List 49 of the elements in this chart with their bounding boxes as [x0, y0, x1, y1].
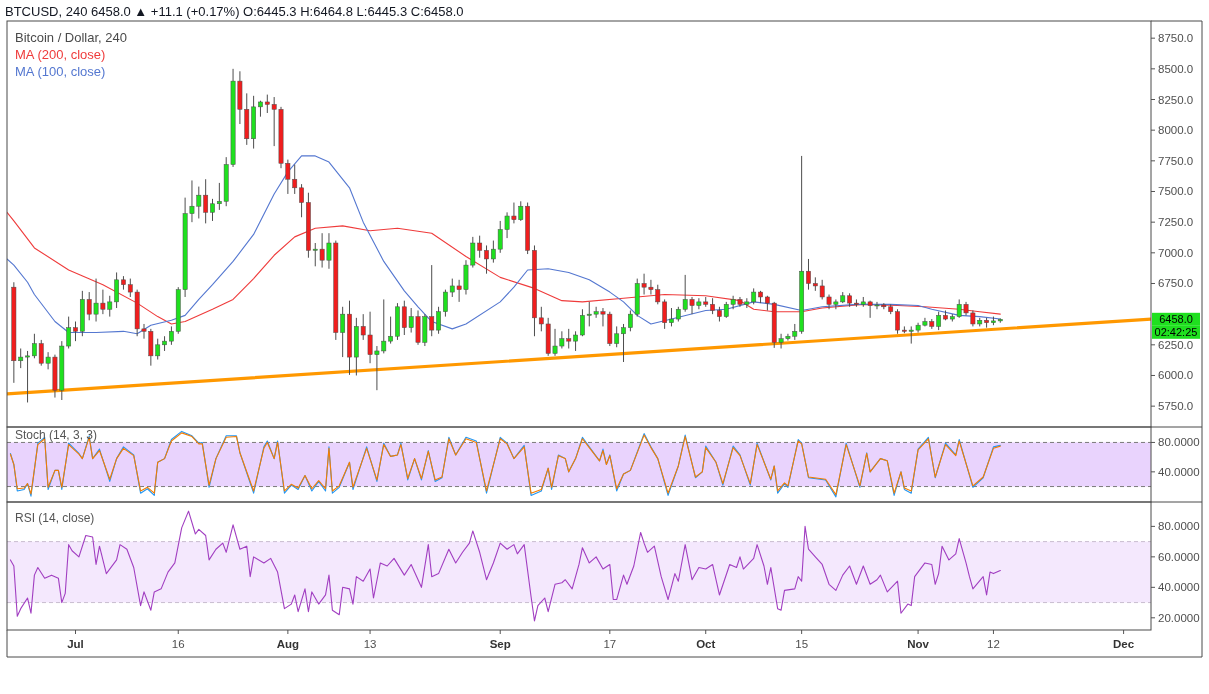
- candlestick: [669, 307, 674, 327]
- text: RSI (14, close): [15, 511, 95, 525]
- y-tick-label: 7250.0: [1158, 216, 1194, 229]
- y-tick-label: 40.0000: [1158, 581, 1200, 594]
- y-tick-label: 6000.0: [1158, 369, 1194, 382]
- candlestick: [73, 321, 78, 342]
- y-tick-label: 40.0000: [1158, 465, 1200, 478]
- chart-title: Stoch (14, 3, 3): [15, 427, 98, 442]
- text: MA (100, close): [15, 63, 106, 79]
- text: MA (200, close): [15, 46, 106, 62]
- y-tick-label: 7500.0: [1158, 185, 1194, 198]
- y-tick-label: 60.0000: [1158, 550, 1200, 563]
- candlestick: [621, 323, 626, 363]
- candlestick: [573, 330, 578, 352]
- x-tick-label: 16: [171, 638, 185, 650]
- candlestick: [299, 183, 304, 218]
- candlestick: [210, 198, 215, 222]
- y-tick-label: 8250.0: [1158, 93, 1194, 106]
- y-tick-label: 8000.0: [1158, 124, 1194, 137]
- x-tick-label: 15: [795, 638, 809, 650]
- candlestick: [25, 350, 30, 403]
- text: 6458.0: [1159, 313, 1193, 326]
- y-tick-label: 5750.0: [1158, 400, 1194, 413]
- y-tick-label: 80.0000: [1158, 436, 1200, 449]
- chart-title: BTCUSD, 240 6458.0 ▲ +11.1 (+0.17%) O:6445.3 H:6464.8 L:6445.3 C:6458.0: [5, 3, 464, 19]
- x-tick-label: Sep: [489, 638, 511, 650]
- candlestick: [806, 258, 811, 291]
- y-tick-label: 8500.0: [1158, 62, 1194, 75]
- y-tick-label: 8750.0: [1158, 32, 1194, 45]
- x-tick-label: Dec: [1113, 638, 1135, 650]
- candlestick: [484, 244, 489, 275]
- line-series: [7, 211, 1001, 325]
- candlestick: [580, 308, 585, 337]
- x-tick-label: 17: [603, 638, 617, 650]
- candlestick: [436, 306, 441, 335]
- x-tick-label: Oct: [696, 638, 716, 650]
- y-tick-label: 7000.0: [1158, 246, 1194, 259]
- x-tick-label: Aug: [276, 638, 300, 650]
- y-tick-label: 20.0000: [1158, 611, 1200, 624]
- y-tick-label: 7750.0: [1158, 154, 1194, 167]
- x-tick-label: Nov: [907, 638, 930, 650]
- x-tick-label: Jul: [67, 638, 84, 650]
- y-tick-label: 6250.0: [1158, 338, 1194, 351]
- candlestick: [895, 308, 900, 335]
- text: Bitcoin / Dollar, 240: [15, 29, 128, 45]
- y-tick-label: 6750.0: [1158, 277, 1194, 290]
- x-tick-label: 12: [987, 638, 1000, 650]
- y-tick-label: 80.0000: [1158, 520, 1200, 533]
- x-tick-label: 13: [363, 638, 377, 650]
